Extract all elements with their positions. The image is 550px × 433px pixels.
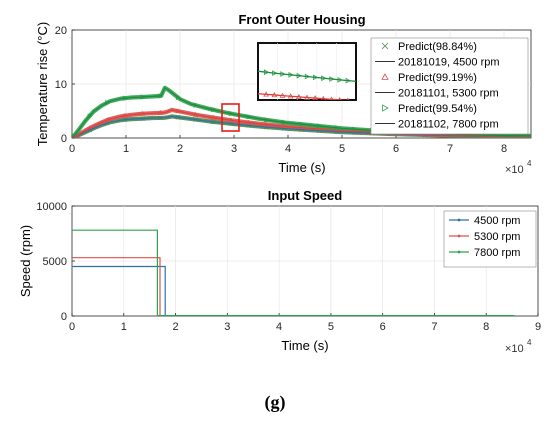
inset-gridlines <box>277 43 337 100</box>
bottom-x-tick-label-6: 6 <box>380 321 386 333</box>
legend-top-marker-4 <box>382 104 389 112</box>
top-x-tick-label-3: 3 <box>231 143 237 155</box>
x-tick-labels-bottom: 0 1 2 3 4 5 6 7 8 9 <box>69 321 541 333</box>
bottom-y-tick-label-1: 5000 <box>43 256 67 268</box>
chart-title-bottom: Input Speed <box>268 188 342 203</box>
y-axis-label-top: Temperature rise (°C) <box>35 22 50 146</box>
series-line-3 <box>72 109 531 138</box>
bottom-x-tick-label-7: 7 <box>431 321 437 333</box>
bottom-x-tick-label-4: 4 <box>276 321 282 333</box>
legend-bottom-label-0: 4500 rpm <box>474 215 520 227</box>
legend-bottom-dot-2 <box>457 250 461 254</box>
legend-bottom-dot-1 <box>457 234 461 238</box>
series-4-marker-2 <box>105 99 111 106</box>
bottom-x-tick-label-1: 1 <box>121 321 127 333</box>
chart-front-outer-housing: 0 1 2 3 4 5 6 7 8 0 10 20 Front Outer Housing Time… <box>35 12 532 176</box>
x-axis-label-bottom: Time (s) <box>281 338 328 353</box>
legend-bottom-label-2: 7800 rpm <box>474 247 520 259</box>
chart-input-speed: 0 1 2 3 4 5 6 7 8 9 0 5000 10000 Input Speed Time (… <box>18 188 541 355</box>
x-multiplier-bottom-exp: 4 <box>527 338 532 347</box>
y-tick-labels-top: 0 10 20 <box>55 25 67 145</box>
x-multiplier-bottom: ×10 4 <box>505 338 532 355</box>
legend-top-label-3: 20181101, 5300 rpm <box>398 88 499 100</box>
x-multiplier-top-base: ×10 <box>505 164 524 176</box>
chart-title-top: Front Outer Housing <box>238 12 365 27</box>
speed-series-line-1 <box>72 257 515 316</box>
legend-top-label-1: 20181019, 4500 rpm <box>398 57 500 69</box>
bottom-x-tick-label-2: 2 <box>172 321 178 333</box>
bottom-x-tick-label-5: 5 <box>328 321 334 333</box>
x-multiplier-top: ×10 4 <box>505 159 532 176</box>
figure-caption: (g) <box>264 392 286 412</box>
bottom-x-tick-label-3: 3 <box>224 321 230 333</box>
legend-top-marker-2 <box>381 73 389 80</box>
inset-series-group <box>258 69 356 100</box>
legend-top-box <box>370 37 529 135</box>
top-y-tick-label-0: 0 <box>61 133 67 145</box>
top-y-tick-label-1: 10 <box>55 79 67 91</box>
top-x-tick-label-1: 1 <box>123 143 129 155</box>
top-y-tick-label-2: 20 <box>55 25 67 37</box>
bottom-x-tick-label-8: 8 <box>483 321 489 333</box>
bottom-x-tick-label-9: 9 <box>535 321 541 333</box>
top-x-tick-label-7: 7 <box>447 143 453 155</box>
legend-top-label-5: 20181102, 7800 rpm <box>398 119 499 131</box>
legend-top-label-4: Predict(99.54%) <box>398 103 477 115</box>
legend-top-label-0: Predict(98.84%) <box>398 41 477 53</box>
x-multiplier-top-exp: 4 <box>527 159 532 168</box>
zoom-inset <box>257 42 357 101</box>
top-x-tick-label-5: 5 <box>339 143 345 155</box>
series-group-bottom <box>72 229 515 316</box>
bottom-y-tick-label-0: 0 <box>61 311 67 323</box>
series-line-1 <box>72 115 531 138</box>
bottom-y-tick-label-2: 10000 <box>36 201 67 213</box>
top-x-tick-label-4: 4 <box>285 143 291 155</box>
x-multiplier-bottom-base: ×10 <box>505 343 524 355</box>
speed-series-line-0 <box>72 265 515 316</box>
top-x-tick-label-6: 6 <box>393 143 399 155</box>
legend-bottom-dot-0 <box>457 218 461 222</box>
legend-top-label-2: Predict(99.19%) <box>398 72 477 84</box>
x-tick-labels-top: 0 1 2 3 4 5 6 7 8 <box>69 143 507 155</box>
legend-bottom: 4500 rpm 5300 rpm 7800 rpm <box>443 210 537 268</box>
zoom-highlight-box <box>221 103 240 132</box>
top-x-tick-label-0: 0 <box>69 143 75 155</box>
top-x-tick-label-2: 2 <box>177 143 183 155</box>
inset-series-line-3 <box>258 93 351 100</box>
top-x-tick-label-8: 8 <box>501 143 507 155</box>
legend-top: Predict(98.84%) 20181019, 4500 rpm Predict… <box>370 37 529 135</box>
series-line-5 <box>72 87 531 138</box>
series-4-marker-6 <box>175 94 181 101</box>
inset-series-line-5 <box>258 70 356 83</box>
legend-top-marker-0 <box>381 42 389 50</box>
y-axis-label-bottom: Speed (rpm) <box>18 225 33 297</box>
bottom-x-tick-label-0: 0 <box>69 321 75 333</box>
speed-series-line-2 <box>72 229 515 316</box>
legend-bottom-label-1: 5300 rpm <box>474 231 520 243</box>
y-tick-labels-bottom: 0 5000 10000 <box>36 201 67 323</box>
x-axis-label-top: Time (s) <box>278 160 325 175</box>
